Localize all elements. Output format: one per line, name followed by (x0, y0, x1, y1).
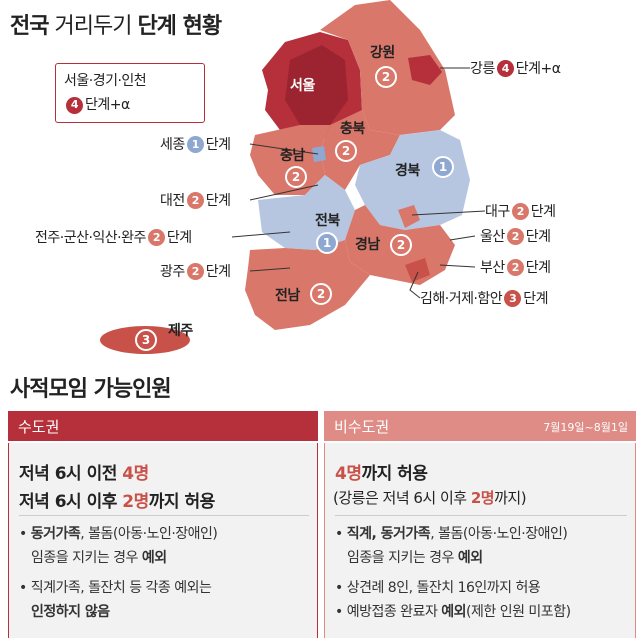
callout-line2: 단계+α (85, 97, 130, 113)
label-jeonju: 전주·군산·익산·완주 2 단계 (35, 228, 192, 246)
capital-note3: • 직계가족, 돌잔치 등 각종 예외는 (19, 580, 212, 596)
region-name-chungnam: 충남 (280, 148, 305, 164)
region-shape-sejong (312, 146, 326, 162)
region-shape-chungbuk (320, 110, 400, 190)
noncapital-panel: 4명까지 허용 (강릉은 저녁 6시 이후 2명까지) • 직계, 동거가족, … (324, 443, 636, 638)
label-daegu: 대구 2 단계 (485, 202, 556, 220)
region-shape-daegu (398, 205, 420, 228)
region-name-gyeongnam: 경남 (355, 237, 380, 253)
region-name-jeonnam: 전남 (275, 288, 300, 304)
region-name-gyeongbuk: 경북 (395, 163, 420, 179)
region-shape-gangneung (408, 55, 442, 85)
noncapital-line2: (강릉은 저녁 6시 이후 2명까지) (333, 489, 527, 507)
region-badge-gyeongbuk: 1 (432, 156, 454, 178)
capital-note1: • 동거가족, 볼돔(아동·노인·장애인) (19, 526, 218, 542)
label-gangneung: 강릉 4 단계+α (470, 59, 561, 77)
label-gimhae: 김해·거제·함안 3 단계 (420, 289, 548, 307)
capital-callout: 서울·경기·인천 4 단계+α (55, 63, 205, 123)
callout-level-badge: 4 (66, 96, 83, 114)
region-shape-chungnam (250, 125, 330, 195)
region-shape-gyeongbuk (355, 130, 470, 230)
region-shape-gimhae (405, 258, 430, 282)
capital-line1: 저녁 6시 이전 4명 (19, 464, 149, 484)
label-ulsan: 울산 2 단계 (480, 227, 551, 245)
region-badge-jeonbuk: 1 (316, 232, 338, 254)
noncapital-note3: • 상견례 8인, 돌잔치 16인까지 허용 (335, 580, 541, 596)
capital-line2: 저녁 6시 이후 2명까지 허용 (19, 492, 215, 512)
capital-divider (19, 515, 309, 516)
region-name-jeju: 제주 (168, 323, 193, 339)
capital-panel: 저녁 6시 이전 4명 저녁 6시 이후 2명까지 허용 • 동거가족, 볼돔(… (8, 443, 318, 638)
capital-header: 수도권 (8, 411, 318, 441)
capital-note4: 인정하지 않음 (31, 604, 110, 620)
label-sejong: 세종 1 단계 (160, 135, 231, 153)
region-name-jeonbuk: 전북 (315, 213, 340, 229)
region-name-chungbuk: 충북 (340, 121, 365, 137)
capital-note2: 임종을 지키는 경우 예외 (31, 550, 167, 566)
region-shape-jeonbuk (258, 175, 355, 250)
noncapital-divider (335, 515, 627, 516)
date-range: 7월19일~8월1일 (543, 421, 628, 434)
noncapital-note1: • 직계, 동거가족, 볼돔(아동·노인·장애인) (335, 526, 568, 542)
page-title: 전국 거리두기 단계 현황 (10, 14, 222, 39)
region-name-seoul: 서울 (290, 78, 315, 94)
noncapital-note2: 임종을 지키는 경우 예외 (347, 550, 483, 566)
section-title: 사적모임 가능인원 (10, 377, 172, 402)
region-shape-jeonnam (245, 240, 370, 330)
callout-line1: 서울·경기·인천 (64, 73, 147, 89)
noncapital-line1: 4명까지 허용 (335, 464, 428, 484)
region-name-gangwon: 강원 (370, 45, 395, 61)
noncapital-note4: • 예방접종 완료자 예외(제한 인원 미포함) (335, 604, 571, 620)
region-badge-gangwon: 2 (375, 66, 397, 88)
region-badge-jeju: 3 (135, 329, 157, 351)
label-gwangju: 광주 2 단계 (160, 262, 231, 280)
region-badge-chungbuk: 2 (335, 140, 357, 162)
label-busan: 부산 2 단계 (480, 258, 551, 276)
region-badge-jeonnam: 2 (310, 283, 332, 305)
korea-map (100, 0, 486, 354)
noncapital-header: 비수도권 7월19일~8월1일 (324, 411, 636, 441)
label-daejeon: 대전 2 단계 (160, 191, 231, 209)
region-shape-seoul (285, 45, 348, 125)
region-badge-gyeongnam: 2 (390, 234, 412, 256)
region-badge-chungnam: 2 (285, 166, 307, 188)
